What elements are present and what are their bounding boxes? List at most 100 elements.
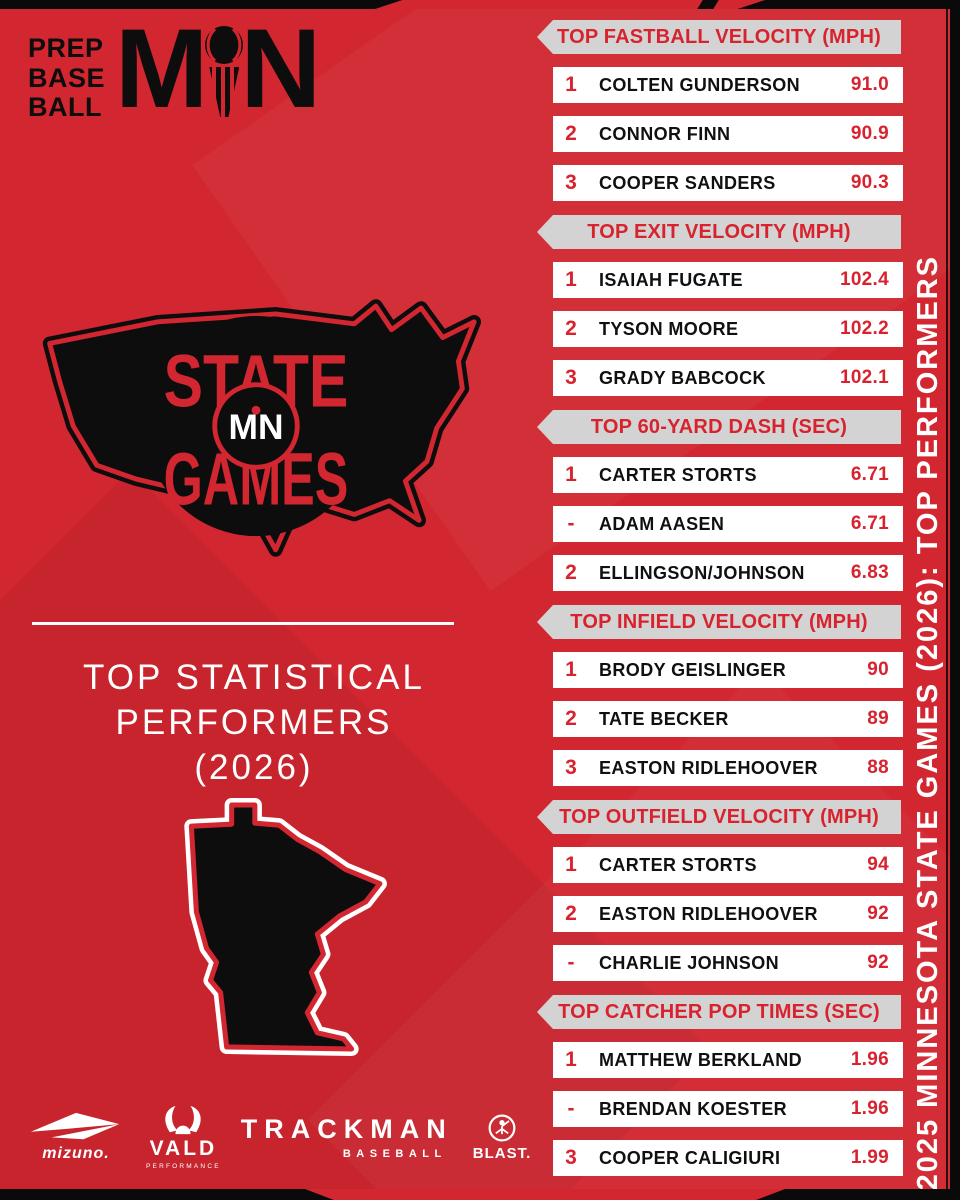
leaderboard-section: TOP FASTBALL VELOCITY (MPH) 1 COLTEN GUN…: [537, 20, 903, 201]
stat-value: 90.3: [850, 172, 889, 193]
stat-value: 6.71: [850, 464, 889, 485]
page-title-line: PERFORMERS: [115, 702, 393, 742]
stat-value: 6.83: [850, 562, 889, 583]
section-title: TOP INFIELD VELOCITY (MPH): [570, 610, 868, 633]
stat-value: 102.4: [839, 269, 889, 290]
rank-label: -: [567, 951, 575, 974]
stat-value: 92: [867, 903, 889, 924]
vertical-caption: 2025 MINNESOTA STATE GAMES (2026): TOP P…: [912, 254, 944, 1190]
stat-value: 1.96: [850, 1049, 889, 1070]
player-name: TATE BECKER: [599, 708, 729, 729]
leaderboard-row: 2 EASTON RIDLEHOOVER 92: [553, 896, 903, 932]
section-title: TOP EXIT VELOCITY (MPH): [587, 220, 851, 243]
section-title: TOP 60-YARD DASH (SEC): [590, 415, 848, 438]
leaderboard-section: TOP 60-YARD DASH (SEC) 1 CARTER STORTS 6…: [537, 410, 903, 591]
leaderboard-row: 1 ISAIAH FUGATE 102.4: [553, 262, 903, 298]
stat-value: 90: [867, 659, 889, 680]
bottom-edge-accent: [305, 1189, 785, 1200]
vald-label: VALD: [149, 1137, 218, 1160]
stat-value: 6.71: [850, 513, 889, 534]
rank-label: 3: [565, 366, 577, 389]
rank-label: 2: [565, 561, 577, 584]
minnesota-icon: [184, 797, 387, 1057]
leaderboard-row: - ADAM AASEN 6.71: [553, 506, 903, 542]
mizuno-label: mizuno.: [42, 1145, 110, 1162]
vald-sublabel: PERFORMANCE: [146, 1163, 221, 1170]
player-name: BRODY GEISLINGER: [599, 659, 787, 680]
player-name: ELLINGSON/JOHNSON: [599, 562, 805, 583]
leaderboard-row: 3 COOPER CALIGIURI 1.99: [553, 1140, 903, 1176]
mn-ornament: [201, 24, 247, 117]
stat-value: 90.9: [850, 123, 889, 144]
player-name: GRADY BABCOCK: [599, 367, 766, 388]
player-name: COOPER CALIGIURI: [599, 1147, 781, 1168]
leaderboard-section: TOP EXIT VELOCITY (MPH) 1 ISAIAH FUGATE …: [537, 215, 903, 396]
leaderboard-row: 1 CARTER STORTS 94: [553, 847, 903, 883]
player-name: EASTON RIDLEHOOVER: [599, 757, 818, 778]
leaderboards-column: TOP FASTBALL VELOCITY (MPH) 1 COLTEN GUN…: [537, 20, 903, 1190]
player-name: ADAM AASEN: [599, 513, 725, 534]
section-header-banner: TOP INFIELD VELOCITY (MPH): [537, 605, 901, 639]
rank-label: 1: [565, 853, 577, 876]
section-header-banner: TOP OUTFIELD VELOCITY (MPH): [537, 800, 901, 834]
blast-label: BLAST.: [472, 1144, 532, 1162]
stat-value: 102.2: [839, 318, 889, 339]
leaderboard-row: 1 COLTEN GUNDERSON 91.0: [553, 67, 903, 103]
leaderboard-section: TOP OUTFIELD VELOCITY (MPH) 1 CARTER STO…: [537, 800, 903, 981]
leaderboard-section: TOP CATCHER POP TIMES (SEC) 1 MATTHEW BE…: [537, 995, 903, 1176]
leaderboard-row: 2 TYSON MOORE 102.2: [553, 311, 903, 347]
player-name: BRENDAN KOESTER: [599, 1098, 788, 1119]
leaderboard-row: 3 EASTON RIDLEHOOVER 88: [553, 750, 903, 786]
page-title-line: (2026): [194, 747, 314, 787]
vald-logo: VALD PERFORMANCE: [146, 1104, 221, 1170]
player-name: CONNOR FINN: [599, 123, 731, 144]
stat-value: 94: [867, 854, 889, 875]
section-header-banner: TOP CATCHER POP TIMES (SEC): [537, 995, 901, 1029]
player-name: COLTEN GUNDERSON: [599, 74, 801, 95]
prep-line: BASE: [28, 62, 106, 93]
mizuno-logo: mizuno.: [26, 1111, 126, 1163]
trackman-logo: TRACKMAN BASEBALL: [241, 1114, 453, 1160]
section-title: TOP FASTBALL VELOCITY (MPH): [557, 25, 881, 48]
section-header-banner: TOP FASTBALL VELOCITY (MPH): [537, 20, 901, 54]
prep-baseball-wordmark: PREP BASE BALL: [28, 20, 105, 123]
stat-value: 92: [867, 952, 889, 973]
player-name: ISAIAH FUGATE: [599, 269, 743, 290]
blast-logo: BLAST.: [473, 1113, 532, 1162]
leaderboard-section: TOP INFIELD VELOCITY (MPH) 1 BRODY GEISL…: [537, 605, 903, 786]
player-name: EASTON RIDLEHOOVER: [599, 903, 818, 924]
mn-letter-n: N: [240, 6, 322, 131]
rank-label: 2: [565, 707, 577, 730]
player-name: CARTER STORTS: [599, 854, 757, 875]
divider-line: [32, 622, 454, 625]
minnesota-state-mark: [146, 790, 398, 1069]
rank-label: 3: [565, 171, 577, 194]
leaderboard-row: - CHARLIE JOHNSON 92: [553, 945, 903, 981]
stat-value: 89: [867, 708, 889, 729]
leaderboard-row: - BRENDAN KOESTER 1.96: [553, 1091, 903, 1127]
rank-label: 2: [565, 902, 577, 925]
leaderboard-row: 3 COOPER SANDERS 90.3: [553, 165, 903, 201]
leaderboard-row: 2 TATE BECKER 89: [553, 701, 903, 737]
mizuno-swoosh-icon: [30, 1112, 120, 1140]
player-name: TYSON MOORE: [599, 318, 739, 339]
stat-value: 1.96: [850, 1098, 889, 1119]
viking-helmet-icon: [165, 1105, 202, 1135]
player-name: CHARLIE JOHNSON: [599, 952, 780, 973]
player-name: CARTER STORTS: [599, 464, 757, 485]
mn-fan-stripes-icon: [209, 67, 240, 117]
right-edge-line: [946, 0, 948, 1200]
leaderboard-row: 2 CONNOR FINN 90.9: [553, 116, 903, 152]
page-title-line: TOP STATISTICAL: [83, 658, 425, 697]
rank-label: 1: [565, 658, 577, 681]
rank-label: 2: [565, 122, 577, 145]
leaderboard-row: 1 CARTER STORTS 6.71: [553, 457, 903, 493]
section-title: TOP OUTFIELD VELOCITY (MPH): [559, 805, 879, 828]
sponsor-row: mizuno. VALD PERFORMANCE TRACKMAN BASEBA…: [26, 1104, 530, 1170]
section-header-banner: TOP EXIT VELOCITY (MPH): [537, 215, 901, 249]
rank-label: 3: [565, 1146, 577, 1169]
section-header-banner: TOP 60-YARD DASH (SEC): [537, 410, 901, 444]
top-edge-accent: [375, 0, 765, 9]
trackman-sublabel: BASEBALL: [342, 1148, 447, 1160]
player-name: MATTHEW BERKLAND: [599, 1049, 803, 1070]
